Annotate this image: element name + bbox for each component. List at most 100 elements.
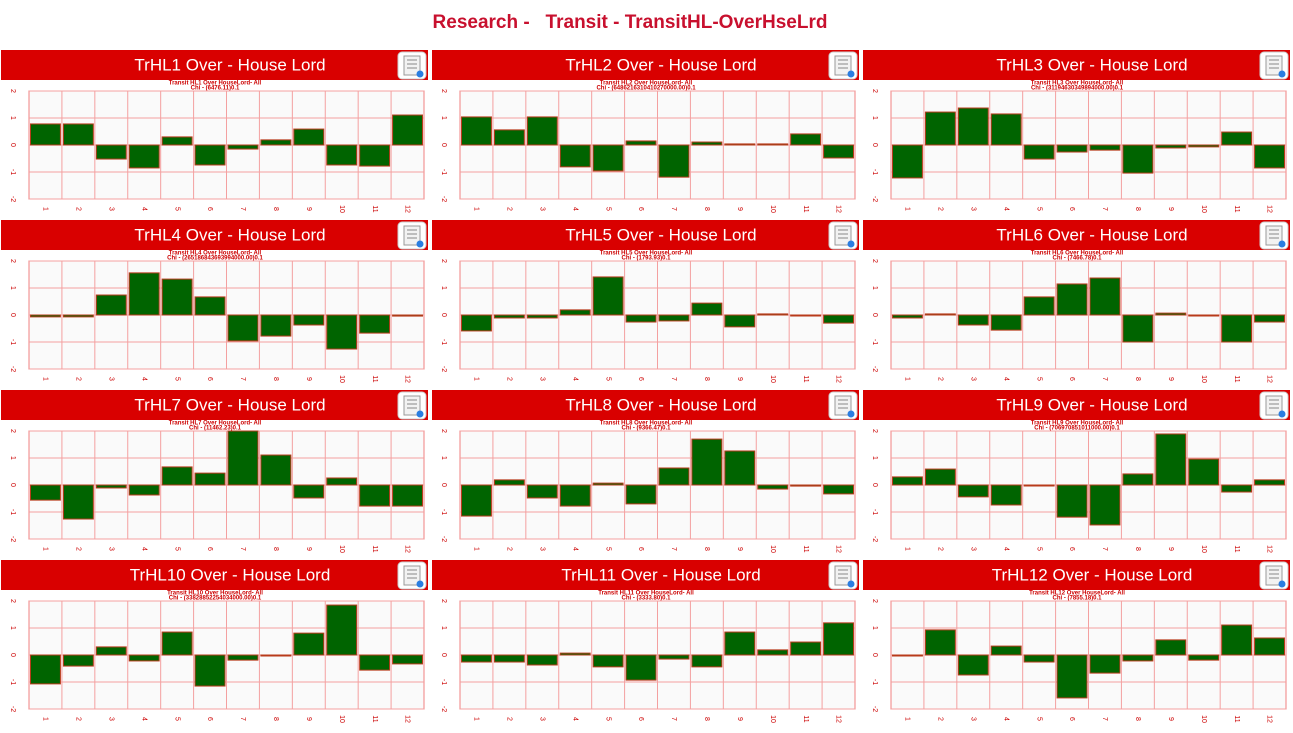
chart-panel: TrHL12 Over - House Lord Transit HL12 Ove… bbox=[863, 560, 1290, 723]
x-tick-label: 9 bbox=[305, 717, 312, 721]
y-tick-label: -1 bbox=[9, 169, 16, 175]
x-tick-label: 2 bbox=[937, 207, 944, 211]
bar bbox=[1155, 144, 1187, 149]
bar bbox=[724, 314, 756, 328]
bar bbox=[392, 484, 424, 507]
bar bbox=[293, 314, 325, 326]
x-tick-label: 12 bbox=[404, 545, 411, 553]
report-icon[interactable] bbox=[397, 561, 427, 590]
x-tick-label: 8 bbox=[272, 547, 279, 551]
report-icon[interactable] bbox=[828, 221, 858, 250]
x-tick-label: 11 bbox=[802, 715, 809, 722]
bar bbox=[658, 314, 690, 322]
bar bbox=[227, 314, 259, 342]
report-icon[interactable] bbox=[828, 51, 858, 80]
bar bbox=[227, 654, 259, 661]
x-tick-label: 10 bbox=[769, 545, 776, 553]
chart-title: TrHL8 Over - House Lord bbox=[565, 395, 756, 414]
panel-header bbox=[863, 560, 1290, 590]
chart-subtitle: Transit HL12 Over HouseLord- All bbox=[1029, 591, 1125, 597]
x-tick-label: 3 bbox=[538, 377, 545, 381]
chart-note: Chi - (265186843693994000.00)0.1 bbox=[167, 256, 263, 262]
chart-title: TrHL6 Over - House Lord bbox=[996, 225, 1187, 244]
report-icon[interactable] bbox=[1259, 51, 1289, 80]
bar bbox=[326, 477, 358, 486]
chart-note: Chi - (31194630349894000.00)0.1 bbox=[1031, 86, 1124, 92]
bar bbox=[559, 652, 591, 656]
icon-sheet bbox=[834, 395, 852, 416]
bar bbox=[1221, 131, 1253, 146]
bar bbox=[359, 144, 391, 167]
x-tick-label: 6 bbox=[206, 717, 213, 721]
x-tick-label: 10 bbox=[1200, 375, 1207, 383]
bar bbox=[526, 314, 558, 319]
panel-header bbox=[1, 50, 428, 80]
x-tick-label: 12 bbox=[835, 715, 842, 723]
bar bbox=[892, 654, 923, 657]
icon-dot bbox=[1278, 410, 1286, 418]
chart-panel: TrHL5 Over - House Lord Transit HL5 Over … bbox=[432, 220, 859, 383]
x-tick-label: 11 bbox=[1233, 715, 1240, 722]
y-tick-label: 2 bbox=[9, 599, 16, 603]
chart-title: TrHL11 Over - House Lord bbox=[561, 565, 760, 584]
x-tick-label: 10 bbox=[338, 375, 345, 383]
x-tick-label: 3 bbox=[538, 207, 545, 211]
y-tick-label: -1 bbox=[9, 679, 16, 685]
x-tick-label: 1 bbox=[904, 377, 911, 381]
x-tick-label: 7 bbox=[1101, 207, 1108, 211]
report-icon[interactable] bbox=[397, 391, 427, 420]
bar bbox=[128, 144, 160, 169]
x-tick-label: 5 bbox=[1035, 547, 1042, 551]
panel-header bbox=[1, 220, 428, 250]
y-tick-label: -2 bbox=[440, 536, 447, 542]
bar bbox=[1188, 458, 1220, 486]
x-tick-label: 6 bbox=[637, 717, 644, 721]
bar bbox=[461, 314, 492, 332]
report-icon[interactable] bbox=[828, 561, 858, 590]
bar bbox=[1221, 314, 1253, 343]
x-tick-label: 5 bbox=[173, 547, 180, 551]
x-tick-label: 1 bbox=[473, 377, 480, 381]
y-tick-label: -1 bbox=[871, 339, 878, 345]
x-tick-label: 1 bbox=[473, 547, 480, 551]
chart-panel: TrHL4 Over - House Lord Transit HL4 Over … bbox=[1, 220, 428, 383]
bar bbox=[1023, 654, 1055, 663]
chart-subtitle: Transit HL7 Over HouseLord- All bbox=[169, 421, 262, 427]
report-icon[interactable] bbox=[397, 221, 427, 250]
x-tick-label: 12 bbox=[1266, 545, 1273, 553]
y-tick-label: -2 bbox=[440, 706, 447, 712]
x-tick-label: 1 bbox=[904, 207, 911, 211]
x-tick-label: 7 bbox=[670, 377, 677, 381]
bar bbox=[1221, 484, 1253, 493]
x-tick-label: 9 bbox=[736, 377, 743, 381]
report-icon[interactable] bbox=[397, 51, 427, 80]
x-tick-label: 8 bbox=[703, 547, 710, 551]
icon-sheet bbox=[834, 55, 852, 76]
y-tick-label: 0 bbox=[440, 313, 447, 317]
bar bbox=[493, 314, 525, 319]
y-tick-label: 2 bbox=[9, 259, 16, 263]
chart-panel: TrHL3 Over - House Lord Transit HL3 Over … bbox=[863, 50, 1290, 213]
report-icon[interactable] bbox=[1259, 391, 1289, 420]
x-tick-label: 9 bbox=[736, 717, 743, 721]
x-tick-label: 7 bbox=[239, 377, 246, 381]
bar bbox=[823, 622, 854, 656]
x-tick-label: 12 bbox=[835, 545, 842, 553]
x-tick-label: 6 bbox=[206, 547, 213, 551]
x-tick-label: 5 bbox=[1035, 717, 1042, 721]
report-icon[interactable] bbox=[828, 391, 858, 420]
report-icon[interactable] bbox=[1259, 221, 1289, 250]
x-tick-label: 6 bbox=[206, 207, 213, 211]
bar bbox=[461, 116, 492, 146]
chart-subtitle: Transit HL9 Over HouseLord- All bbox=[1031, 421, 1124, 427]
y-tick-label: 1 bbox=[871, 116, 878, 120]
bar bbox=[559, 309, 591, 316]
x-tick-label: 1 bbox=[42, 547, 49, 551]
report-icon[interactable] bbox=[1259, 561, 1289, 590]
x-tick-label: 9 bbox=[305, 377, 312, 381]
y-tick-label: 0 bbox=[9, 313, 16, 317]
bar bbox=[359, 654, 391, 671]
y-tick-label: 0 bbox=[871, 143, 878, 147]
x-tick-label: 9 bbox=[305, 207, 312, 211]
chart-title: TrHL4 Over - House Lord bbox=[134, 225, 325, 244]
